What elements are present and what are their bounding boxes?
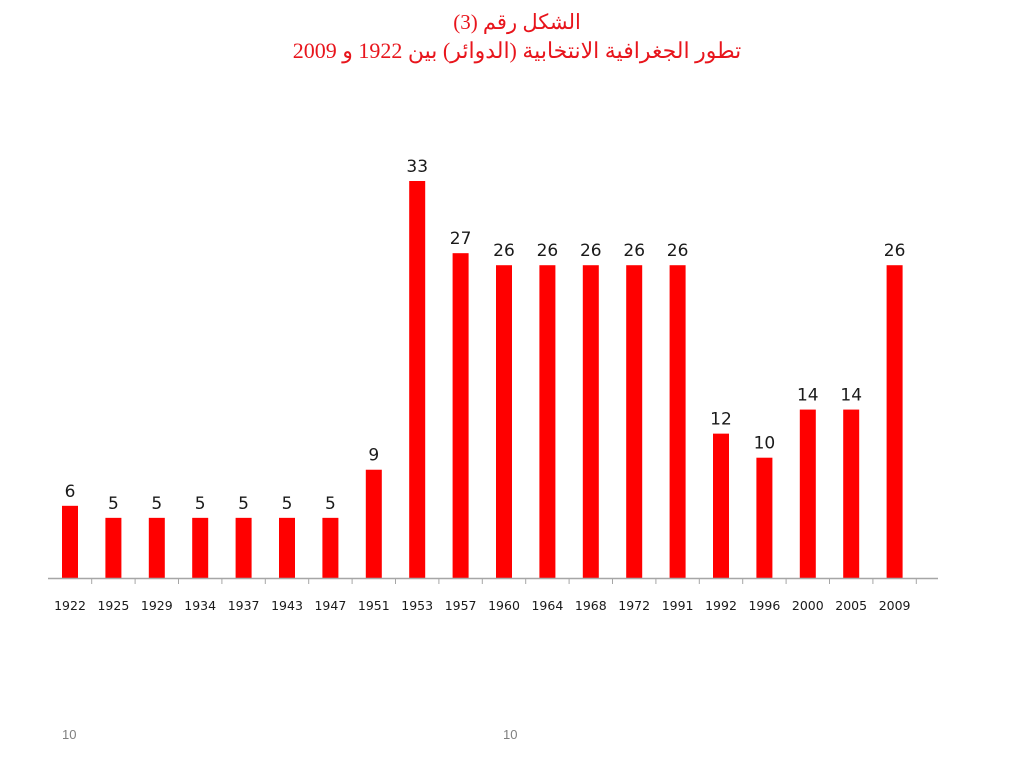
value-label-1937: 5 xyxy=(238,494,249,514)
bars-group xyxy=(62,181,903,578)
tick-label-1968: 1968 xyxy=(575,598,607,613)
tick-label-1947: 1947 xyxy=(314,598,346,613)
tick-label-1934: 1934 xyxy=(184,598,216,613)
tick-label-1964: 1964 xyxy=(531,598,563,613)
tick-label-2000: 2000 xyxy=(792,598,824,613)
value-label-1934: 5 xyxy=(195,494,206,514)
tick-label-1992: 1992 xyxy=(705,598,737,613)
value-label-1947: 5 xyxy=(325,494,336,514)
value-label-1922: 6 xyxy=(65,482,76,502)
bar-1964 xyxy=(539,265,556,578)
bar-2000 xyxy=(799,409,816,578)
bar-1922 xyxy=(62,505,78,578)
bar-1960 xyxy=(496,265,512,578)
tick-label-1951: 1951 xyxy=(358,598,390,613)
value-label-2009: 26 xyxy=(884,241,906,261)
value-label-1925: 5 xyxy=(108,494,119,514)
value-label-1960: 26 xyxy=(493,241,515,261)
footer-page-number-center: 10 xyxy=(503,727,518,742)
x-axis xyxy=(48,577,938,584)
figure-caption: تطور الجغرافية الانتخابية (الدوائر) بين … xyxy=(292,38,742,63)
bar-1925 xyxy=(105,517,122,578)
bar-1996 xyxy=(756,457,773,578)
tick-labels-group: 1922 1925 1929 1934 1937 1943 1947 1951 1953 1957… xyxy=(54,598,910,613)
bar-2009 xyxy=(886,265,903,578)
footer-page-number-left: 10 xyxy=(62,727,77,742)
bar-1929 xyxy=(148,517,165,578)
tick-label-1960: 1960 xyxy=(488,598,520,613)
value-label-1972: 26 xyxy=(623,241,645,261)
tick-label-1957: 1957 xyxy=(445,598,477,613)
tick-label-2009: 2009 xyxy=(879,598,911,613)
tick-label-1953: 1953 xyxy=(401,598,433,613)
bar-1934 xyxy=(192,517,209,578)
tick-label-1922: 1922 xyxy=(54,598,86,613)
value-label-2000: 14 xyxy=(797,386,819,406)
value-label-1953: 33 xyxy=(406,157,428,177)
tick-label-1929: 1929 xyxy=(141,598,173,613)
value-label-1992: 12 xyxy=(710,410,732,430)
bar-2005 xyxy=(843,409,860,578)
bar-1957 xyxy=(452,253,469,578)
bar-1937 xyxy=(235,517,252,578)
value-label-1991: 26 xyxy=(667,241,689,261)
value-label-1957: 27 xyxy=(450,229,472,249)
bar-1943 xyxy=(279,517,295,578)
value-label-1943: 5 xyxy=(282,494,293,514)
figure-number: الشكل رقم (3) xyxy=(453,10,581,34)
value-label-1964: 26 xyxy=(537,241,559,261)
value-label-1968: 26 xyxy=(580,241,602,261)
value-label-1929: 5 xyxy=(151,494,162,514)
value-label-1996: 10 xyxy=(754,434,776,454)
bar-1947 xyxy=(322,517,339,578)
tick-label-1925: 1925 xyxy=(97,598,129,613)
value-label-2005: 14 xyxy=(840,386,862,406)
bar-1992 xyxy=(713,433,729,578)
tick-label-1943: 1943 xyxy=(271,598,303,613)
bar-1968 xyxy=(582,265,599,578)
value-labels-group: 6 5 5 5 5 5 5 9 33 27 26 26 26 26 26 12 10 14 14 26 xyxy=(65,157,906,514)
tick-label-1972: 1972 xyxy=(618,598,650,613)
bar-1953 xyxy=(409,181,426,578)
tick-label-2005: 2005 xyxy=(835,598,867,613)
tick-label-1996: 1996 xyxy=(748,598,780,613)
tick-label-1991: 1991 xyxy=(662,598,694,613)
bar-1972 xyxy=(626,265,643,578)
tick-label-1937: 1937 xyxy=(228,598,260,613)
slide-title: الشكل رقم (3) تطور الجغرافية الانتخابية … xyxy=(0,8,1024,66)
value-label-1951: 9 xyxy=(368,446,379,466)
bar-1951 xyxy=(365,469,382,578)
bar-1991 xyxy=(669,265,686,578)
